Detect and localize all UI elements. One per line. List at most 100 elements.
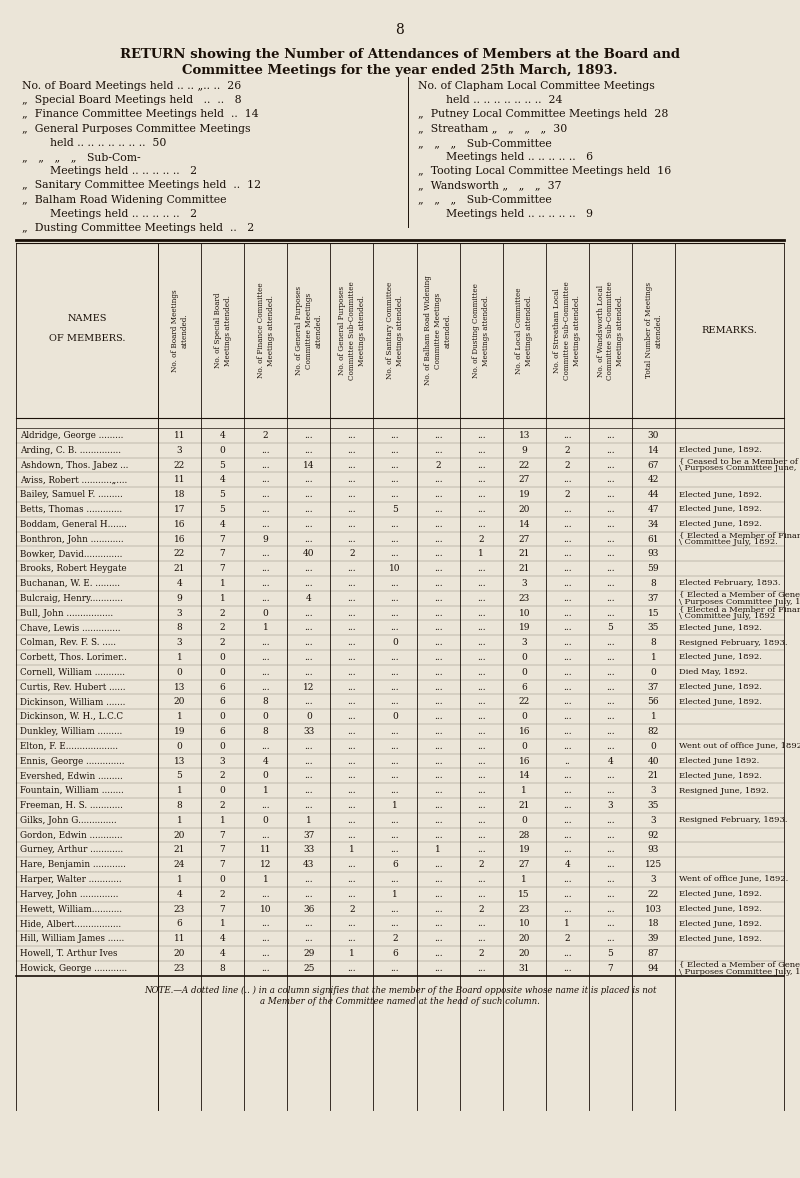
Text: ...: ... — [477, 772, 486, 780]
Text: 3: 3 — [220, 756, 226, 766]
Text: ...: ... — [347, 801, 356, 810]
Text: Howell, T. Arthur Ives: Howell, T. Arthur Ives — [20, 949, 118, 958]
Text: 0: 0 — [263, 815, 269, 825]
Text: 0: 0 — [220, 712, 226, 721]
Text: 2: 2 — [565, 461, 570, 470]
Text: ...: ... — [305, 934, 313, 944]
Text: ...: ... — [347, 742, 356, 750]
Text: REMARKS.: REMARKS. — [702, 326, 758, 335]
Text: ...: ... — [262, 578, 270, 588]
Text: 20: 20 — [174, 697, 186, 707]
Text: ...: ... — [563, 668, 572, 676]
Text: 14: 14 — [518, 519, 530, 529]
Text: ...: ... — [434, 490, 442, 499]
Text: 19: 19 — [518, 490, 530, 499]
Text: 3: 3 — [177, 609, 182, 617]
Text: ...: ... — [347, 875, 356, 884]
Text: ...: ... — [434, 712, 442, 721]
Text: Resigned February, 1893.: Resigned February, 1893. — [679, 816, 787, 825]
Text: 35: 35 — [648, 623, 659, 633]
Text: 23: 23 — [174, 905, 185, 913]
Text: ...: ... — [563, 594, 572, 603]
Text: Boddam, General H.......: Boddam, General H....... — [20, 519, 127, 529]
Text: ...: ... — [606, 860, 614, 869]
Text: 1: 1 — [177, 875, 182, 884]
Text: 0: 0 — [522, 815, 527, 825]
Text: 23: 23 — [174, 964, 185, 973]
Text: ...: ... — [606, 727, 614, 736]
Text: 8: 8 — [220, 964, 226, 973]
Text: ...: ... — [563, 653, 572, 662]
Text: ...: ... — [477, 519, 486, 529]
Text: „  Special Board Meetings held   ..  ..   8: „ Special Board Meetings held .. .. 8 — [22, 95, 242, 105]
Text: ...: ... — [347, 564, 356, 574]
Text: 20: 20 — [174, 949, 186, 958]
Text: ...: ... — [434, 609, 442, 617]
Text: 8: 8 — [396, 24, 404, 37]
Text: 7: 7 — [220, 860, 226, 869]
Text: ...: ... — [262, 490, 270, 499]
Text: 3: 3 — [177, 638, 182, 647]
Text: ...: ... — [305, 772, 313, 780]
Text: 1: 1 — [478, 549, 484, 558]
Text: 20: 20 — [518, 949, 530, 958]
Text: 5: 5 — [220, 490, 226, 499]
Text: Brooks, Robert Heygate: Brooks, Robert Heygate — [20, 564, 126, 574]
Text: ...: ... — [477, 889, 486, 899]
Text: 0: 0 — [263, 609, 269, 617]
Text: 4: 4 — [263, 756, 269, 766]
Text: ...: ... — [606, 461, 614, 470]
Text: ...: ... — [563, 889, 572, 899]
Text: 4: 4 — [220, 431, 226, 439]
Text: ...: ... — [347, 594, 356, 603]
Text: Chave, Lewis ..............: Chave, Lewis .............. — [20, 623, 121, 633]
Text: Elected June, 1892.: Elected June, 1892. — [679, 891, 762, 898]
Text: Meetings held .. .. .. .. ..   2: Meetings held .. .. .. .. .. 2 — [22, 166, 197, 177]
Text: 21: 21 — [648, 772, 659, 780]
Text: Elected June, 1892.: Elected June, 1892. — [679, 697, 762, 706]
Text: ...: ... — [477, 742, 486, 750]
Text: ...: ... — [262, 668, 270, 676]
Text: ...: ... — [477, 578, 486, 588]
Text: 4: 4 — [220, 934, 226, 944]
Text: ...: ... — [606, 846, 614, 854]
Text: 2: 2 — [478, 949, 484, 958]
Text: ...: ... — [390, 519, 399, 529]
Text: 3: 3 — [650, 786, 656, 795]
Text: ...: ... — [563, 742, 572, 750]
Text: ...: ... — [390, 535, 399, 543]
Text: 22: 22 — [518, 461, 530, 470]
Text: 0: 0 — [177, 742, 182, 750]
Text: Gurney, Arthur ............: Gurney, Arthur ............ — [20, 846, 123, 854]
Text: ...: ... — [347, 786, 356, 795]
Text: ...: ... — [477, 490, 486, 499]
Text: 16: 16 — [174, 535, 186, 543]
Text: ...: ... — [563, 609, 572, 617]
Text: ...: ... — [563, 815, 572, 825]
Text: Gilks, John G..............: Gilks, John G.............. — [20, 815, 117, 825]
Text: 2: 2 — [349, 905, 354, 913]
Text: ...: ... — [606, 578, 614, 588]
Text: Bulcraig, Henry............: Bulcraig, Henry............ — [20, 594, 123, 603]
Text: 4: 4 — [565, 860, 570, 869]
Text: ...: ... — [305, 475, 313, 484]
Text: Elected June, 1892.: Elected June, 1892. — [679, 490, 762, 498]
Text: 2: 2 — [220, 889, 226, 899]
Text: ...: ... — [434, 830, 442, 840]
Text: 0: 0 — [220, 668, 226, 676]
Text: ...: ... — [477, 594, 486, 603]
Text: 9: 9 — [522, 445, 527, 455]
Text: 37: 37 — [303, 830, 314, 840]
Text: 5: 5 — [607, 623, 614, 633]
Text: 18: 18 — [648, 919, 659, 928]
Text: 43: 43 — [303, 860, 314, 869]
Text: ...: ... — [390, 609, 399, 617]
Text: 6: 6 — [177, 919, 182, 928]
Text: ...: ... — [262, 742, 270, 750]
Text: ...: ... — [305, 490, 313, 499]
Text: Dickinson, William .......: Dickinson, William ....... — [20, 697, 126, 707]
Text: ...: ... — [434, 905, 442, 913]
Text: ...: ... — [305, 801, 313, 810]
Text: Dunkley, William .........: Dunkley, William ......... — [20, 727, 122, 736]
Text: ...: ... — [305, 505, 313, 514]
